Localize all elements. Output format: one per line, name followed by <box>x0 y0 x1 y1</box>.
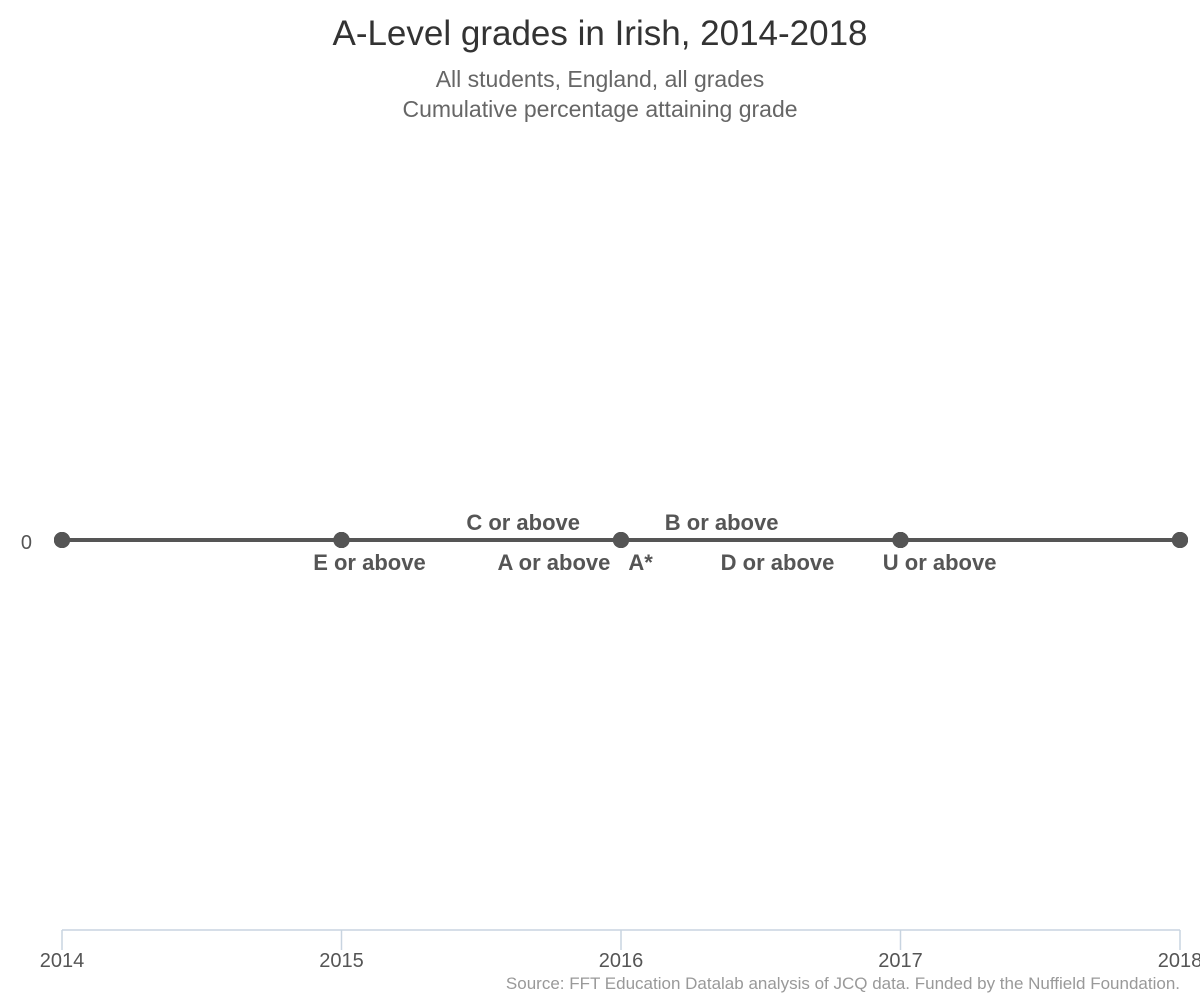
series-label: A* <box>628 550 653 575</box>
data-point <box>613 532 629 548</box>
series-label: C or above <box>466 510 580 535</box>
series-label: B or above <box>665 510 779 535</box>
y-tick-label: 0 <box>21 532 32 554</box>
source-note: Source: FFT Education Datalab analysis o… <box>505 974 1180 993</box>
series-label: U or above <box>883 550 997 575</box>
series-label: A or above <box>497 550 610 575</box>
data-point <box>54 532 70 548</box>
x-tick-label: 2017 <box>878 950 923 972</box>
data-point <box>333 532 350 548</box>
chart-title: A-Level grades in Irish, 2014-2018 <box>332 14 868 53</box>
series-label: E or above <box>313 550 425 575</box>
series-label: D or above <box>721 550 835 575</box>
x-tick-label: 2016 <box>599 950 644 972</box>
chart-subtitle-line-2: Cumulative percentage attaining grade <box>402 96 798 122</box>
x-tick-label: 2014 <box>40 950 85 972</box>
data-point <box>892 532 909 548</box>
x-tick-label: 2018 <box>1158 950 1200 972</box>
data-point <box>1172 532 1188 548</box>
x-tick-label: 2015 <box>319 950 364 972</box>
chart-subtitle-line-1: All students, England, all grades <box>435 66 765 92</box>
